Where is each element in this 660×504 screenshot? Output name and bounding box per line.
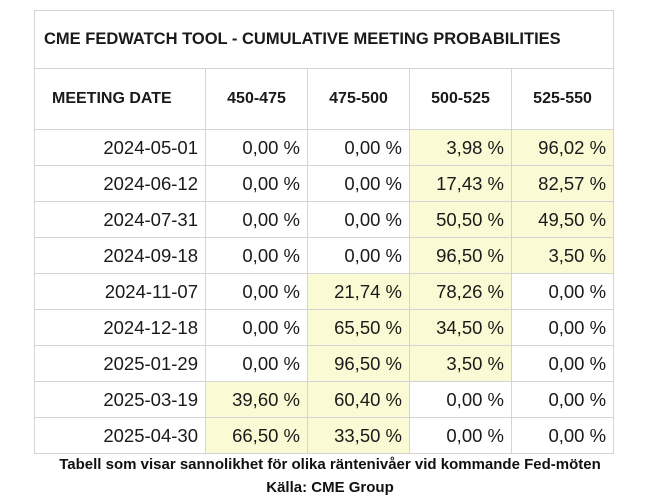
probability-cell: 0,00 % (205, 345, 308, 382)
table-row: 2025-03-19 39,60 % 60,40 % 0,00 % 0,00 % (34, 381, 615, 418)
probability-cell: 39,60 % (205, 381, 308, 418)
probability-cell: 33,50 % (307, 417, 410, 454)
probability-cell: 17,43 % (409, 165, 512, 202)
probability-cell: 0,00 % (409, 417, 512, 454)
column-header-meeting-date: MEETING DATE (34, 68, 206, 130)
probability-cell: 0,00 % (510, 381, 615, 418)
table-row: 2025-01-29 0,00 % 96,50 % 3,50 % 0,00 % (34, 345, 615, 382)
table-row: 2024-12-18 0,00 % 65,50 % 34,50 % 0,00 % (34, 309, 615, 346)
probability-cell: 0,00 % (510, 417, 615, 454)
table-row: 2024-06-12 0,00 % 0,00 % 17,43 % 82,57 % (34, 165, 615, 202)
column-header-525-550: 525-550 (510, 68, 615, 130)
probability-cell: 78,26 % (409, 273, 512, 310)
caption-description: Tabell som visar sannolikhet för olika r… (59, 456, 601, 473)
probability-cell: 0,00 % (409, 381, 512, 418)
column-header-500-525: 500-525 (409, 68, 512, 130)
probability-cell: 0,00 % (307, 201, 410, 238)
table-row: 2024-07-31 0,00 % 0,00 % 50,50 % 49,50 % (34, 201, 615, 238)
column-header-475-500: 475-500 (307, 68, 410, 130)
probability-cell: 0,00 % (205, 237, 308, 274)
probability-cell: 3,50 % (510, 237, 615, 274)
probability-cell: 0,00 % (205, 201, 308, 238)
probability-cell: 82,57 % (510, 165, 615, 202)
meeting-date-cell: 2024-07-31 (34, 201, 206, 238)
probability-cell: 0,00 % (307, 129, 410, 166)
column-header-450-475: 450-475 (205, 68, 308, 130)
meeting-date-cell: 2024-06-12 (34, 165, 206, 202)
table-row: 2024-09-18 0,00 % 0,00 % 96,50 % 3,50 % (34, 237, 615, 274)
probability-table-container: CME FEDWATCH TOOL - CUMULATIVE MEETING P… (33, 10, 615, 454)
probability-cell: 3,98 % (409, 129, 512, 166)
probability-cell: 0,00 % (307, 165, 410, 202)
meeting-date-cell: 2024-09-18 (34, 237, 206, 274)
probability-cell: 0,00 % (205, 129, 308, 166)
probability-cell: 96,50 % (409, 237, 512, 274)
probability-cell: 96,50 % (307, 345, 410, 382)
probability-cell: 34,50 % (409, 309, 512, 346)
meeting-date-cell: 2024-05-01 (34, 129, 206, 166)
probability-table: CME FEDWATCH TOOL - CUMULATIVE MEETING P… (33, 10, 615, 454)
probability-cell: 0,00 % (205, 165, 308, 202)
probability-cell: 50,50 % (409, 201, 512, 238)
probability-cell: 0,00 % (510, 273, 615, 310)
table-row: 2024-11-07 0,00 % 21,74 % 78,26 % 0,00 % (34, 273, 615, 310)
probability-cell: 0,00 % (510, 309, 615, 346)
probability-cell: 49,50 % (510, 201, 615, 238)
meeting-date-cell: 2025-01-29 (34, 345, 206, 382)
probability-cell: 21,74 % (307, 273, 410, 310)
probability-cell: 60,40 % (307, 381, 410, 418)
probability-cell: 0,00 % (205, 273, 308, 310)
table-row: 2025-04-30 66,50 % 33,50 % 0,00 % 0,00 % (34, 417, 615, 454)
probability-cell: 3,50 % (409, 345, 512, 382)
table-title: CME FEDWATCH TOOL - CUMULATIVE MEETING P… (33, 10, 615, 69)
meeting-date-cell: 2024-11-07 (34, 273, 206, 310)
probability-cell: 96,02 % (510, 129, 615, 166)
probability-cell: 65,50 % (307, 309, 410, 346)
probability-cell: 0,00 % (510, 345, 615, 382)
probability-cell: 66,50 % (205, 417, 308, 454)
probability-cell: 0,00 % (205, 309, 308, 346)
meeting-date-cell: 2025-03-19 (34, 381, 206, 418)
meeting-date-cell: 2025-04-30 (34, 417, 206, 454)
meeting-date-cell: 2024-12-18 (34, 309, 206, 346)
table-body: 2024-05-01 0,00 % 0,00 % 3,98 % 96,02 % … (34, 129, 615, 454)
probability-cell: 0,00 % (307, 237, 410, 274)
table-row: 2024-05-01 0,00 % 0,00 % 3,98 % 96,02 % (34, 129, 615, 166)
caption-source: Källa: CME Group (266, 479, 394, 496)
